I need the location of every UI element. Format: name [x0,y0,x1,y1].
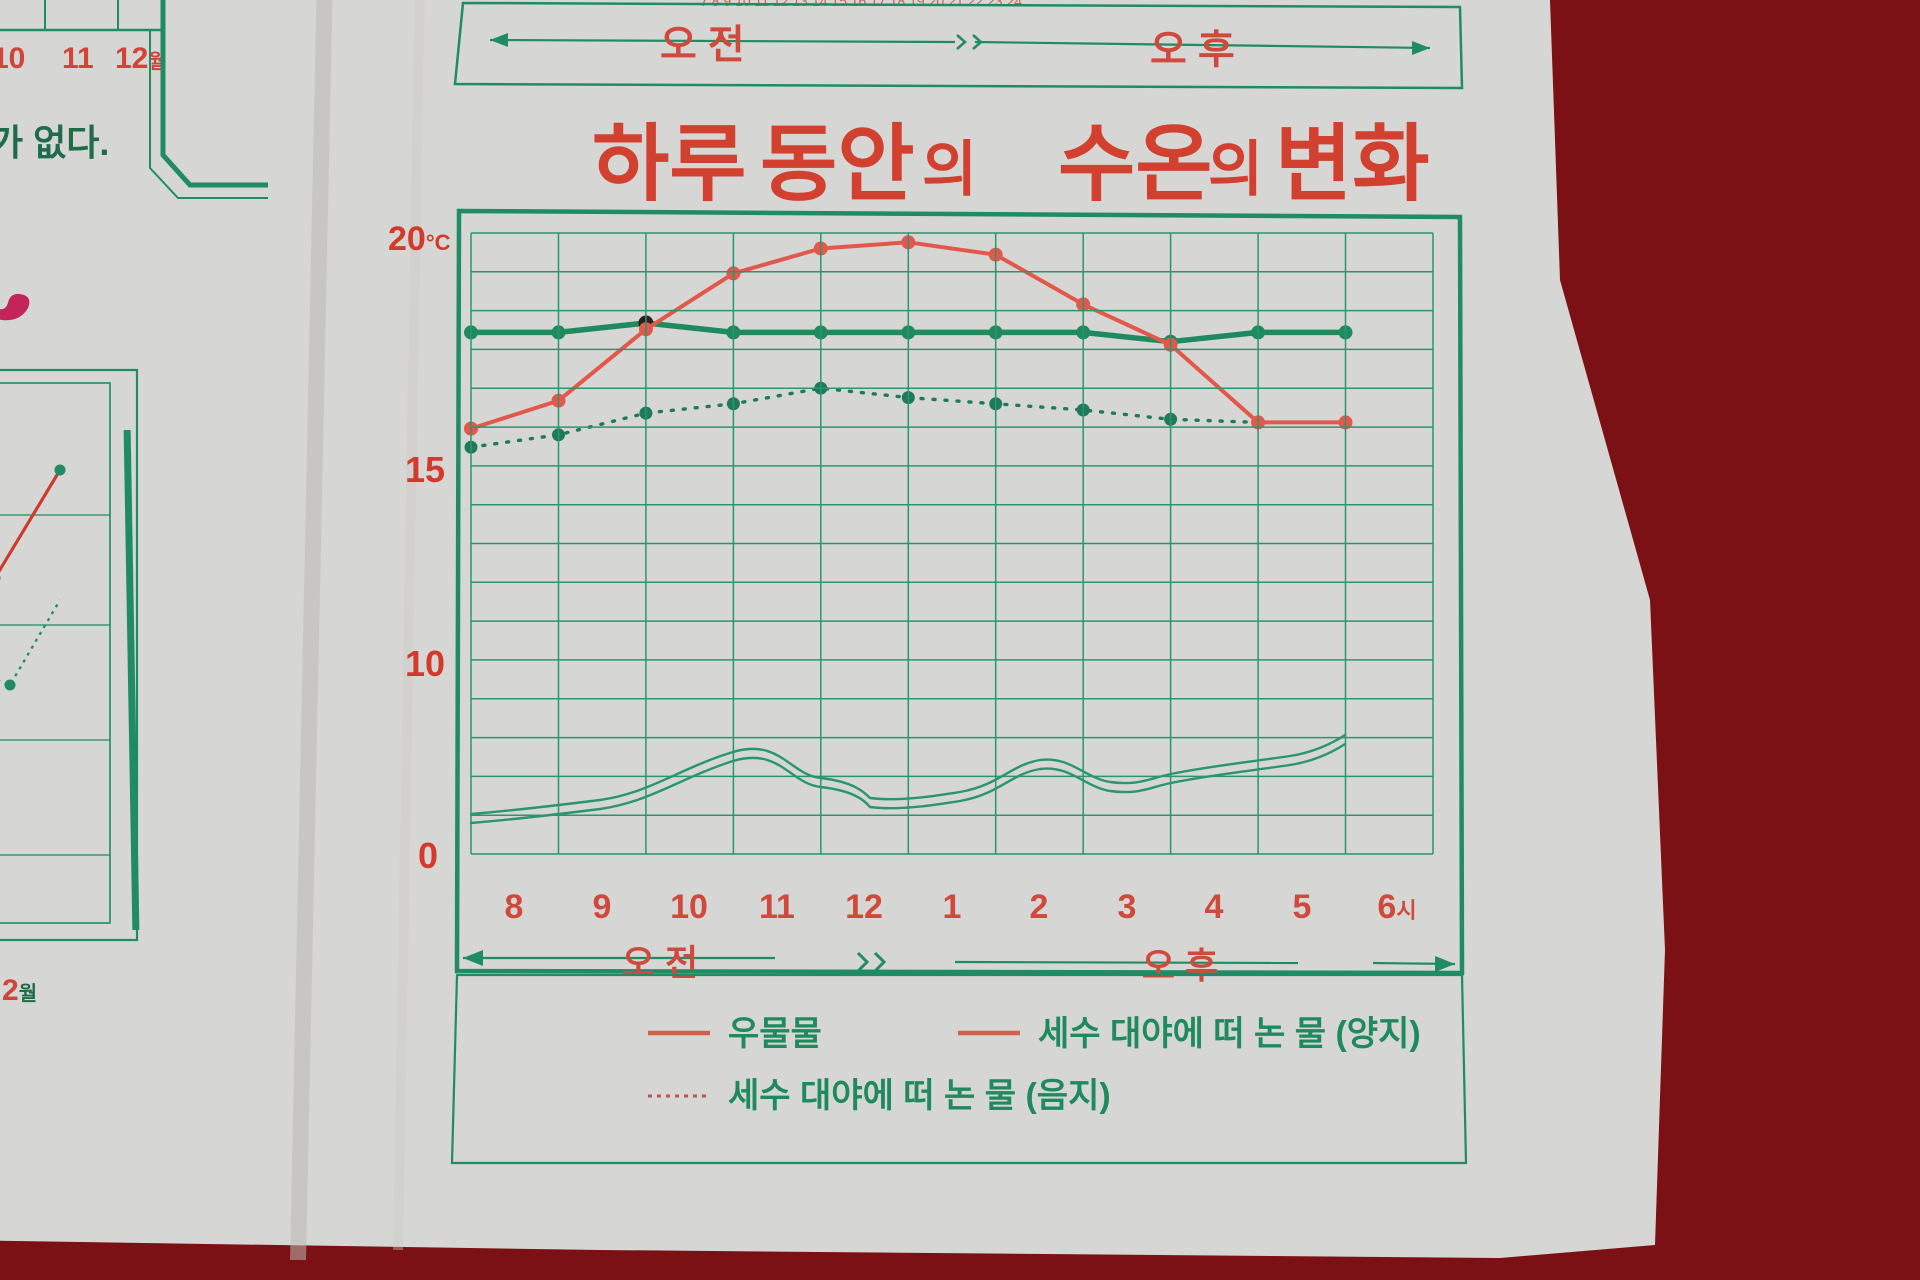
svg-text:3: 3 [1118,888,1137,926]
svg-text:2: 2 [1030,888,1049,926]
svg-text:0: 0 [418,835,438,876]
svg-text:의: 의 [1208,136,1263,203]
svg-text:의: 의 [922,136,977,203]
svg-text:1: 1 [943,888,962,926]
svg-text:11: 11 [62,42,94,75]
svg-text:오 전: 오 전 [660,23,745,67]
svg-text:9: 9 [593,888,612,926]
svg-text:세수 대야에 떠 논 물 (음지): 세수 대야에 떠 논 물 (음지) [728,1077,1111,1115]
svg-text:동안: 동안 [760,117,915,211]
svg-text:오 후: 오 후 [1142,945,1218,986]
svg-text:11: 11 [759,888,795,926]
svg-text:15: 15 [405,449,445,490]
svg-text:10: 10 [670,888,708,926]
svg-text:수온: 수온 [1058,117,1213,211]
svg-text:10: 10 [0,42,25,75]
svg-text:오 전: 오 전 [622,942,698,983]
svg-text:12: 12 [845,888,883,926]
svg-text:4: 4 [1205,888,1224,926]
svg-text:10: 10 [405,643,445,684]
svg-text:가 없다.: 가 없다. [0,122,109,163]
svg-text:하루: 하루 [592,117,747,211]
svg-text:세수 대야에 떠 논 물 (양지): 세수 대야에 떠 논 물 (양지) [1038,1015,1421,1053]
svg-text:5: 5 [1293,888,1312,926]
svg-text:8: 8 [505,888,524,926]
svg-text:변화: 변화 [1275,117,1430,211]
svg-text:오 후: 오 후 [1150,28,1235,72]
svg-text:우물물: 우물물 [728,1015,822,1053]
